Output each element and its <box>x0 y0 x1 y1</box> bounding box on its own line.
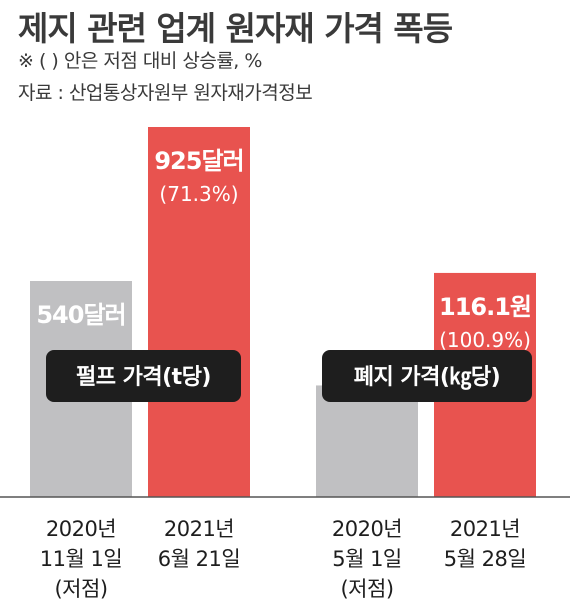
category-label: 2021년 <box>450 517 520 541</box>
category-label: 2021년 <box>164 517 234 541</box>
category-label: (저점) <box>340 577 393 601</box>
note-legend: ※ ( ) 안은 저점 대비 상승률, % <box>18 50 262 72</box>
group-label-box <box>46 350 241 402</box>
bar-1-2 <box>148 127 250 497</box>
group-label-box <box>322 350 532 402</box>
category-label: 2020년 <box>46 517 116 541</box>
change-label: (71.3%) <box>159 182 238 206</box>
value-label: 116.1원 <box>439 293 531 321</box>
note-source: 자료 : 산업통상자원부 원자재가격정보 <box>18 82 313 104</box>
group-label: 폐지 가격(㎏당) <box>354 365 500 391</box>
value-label: 925달러 <box>154 147 243 175</box>
category-label: 11월 1일 <box>40 547 122 571</box>
category-label: 6월 21일 <box>158 547 240 571</box>
value-label: 540달러 <box>36 301 125 329</box>
group-label: 펄프 가격(t당) <box>76 365 211 390</box>
bar-2-1 <box>316 385 418 497</box>
chart-title: 제지 관련 업계 원자재 가격 폭등 <box>18 9 453 48</box>
category-label: (저점) <box>54 577 107 601</box>
category-label: 5월 1일 <box>332 547 402 571</box>
category-label: 5월 28일 <box>444 547 526 571</box>
change-label: (100.9%) <box>439 328 531 352</box>
category-label: 2020년 <box>332 517 402 541</box>
